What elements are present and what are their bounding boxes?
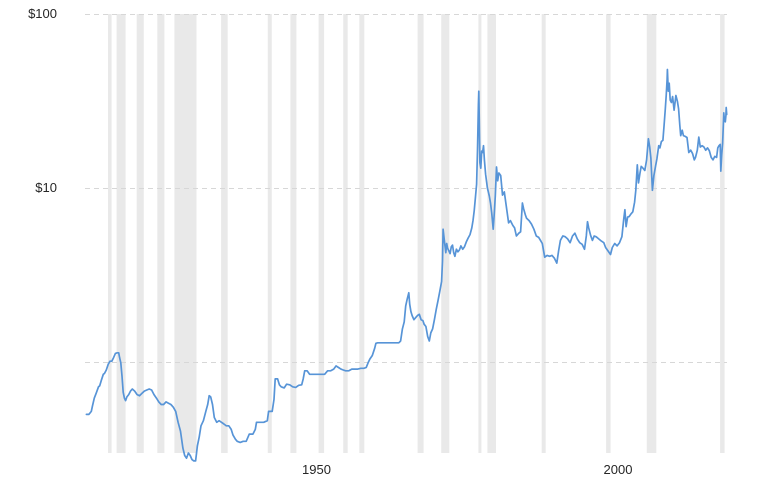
recession-band	[116, 14, 126, 453]
recession-band	[267, 14, 272, 453]
gridlines-layer	[85, 14, 727, 363]
recession-band	[343, 14, 348, 453]
recession-band	[720, 14, 725, 453]
recession-band	[478, 14, 482, 453]
recession-band	[290, 14, 297, 453]
recession-band	[174, 14, 197, 453]
y-axis-tick-label-100: $100	[28, 6, 57, 21]
price-line-layer	[85, 68, 728, 462]
x-axis-tick-label-2000: 2000	[603, 462, 633, 477]
recession-band	[136, 14, 144, 453]
recession-band	[221, 14, 228, 453]
recession-band	[417, 14, 424, 453]
recession-band	[646, 14, 657, 453]
recession-band	[108, 14, 112, 453]
recession-band	[318, 14, 325, 453]
recession-band	[487, 14, 496, 453]
recession-band	[441, 14, 450, 453]
price-line-series	[85, 68, 728, 462]
recession-band	[157, 14, 165, 453]
x-axis-tick-label-1950: 1950	[302, 462, 331, 477]
recession-band	[359, 14, 365, 453]
recession-band	[541, 14, 546, 453]
recession-band	[606, 14, 611, 453]
y-axis-tick-label-10: $10	[35, 180, 57, 195]
recession-bands-layer	[108, 14, 725, 453]
